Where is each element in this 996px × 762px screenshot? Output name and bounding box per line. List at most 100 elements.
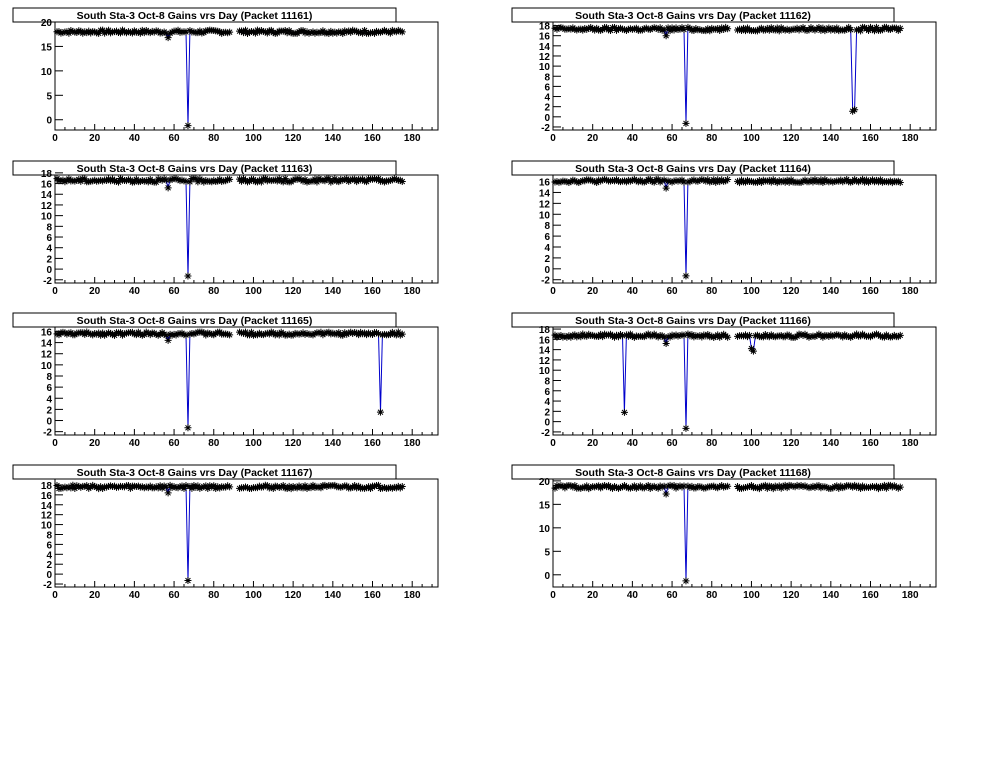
data-point xyxy=(243,29,251,37)
data-point xyxy=(160,175,168,183)
data-point xyxy=(329,329,337,337)
data-point xyxy=(660,176,668,184)
data-point xyxy=(384,177,392,185)
data-point xyxy=(99,177,107,185)
data-point xyxy=(206,482,214,490)
data-point xyxy=(575,179,583,187)
data-point xyxy=(166,29,174,37)
data-point xyxy=(779,482,787,490)
series-line xyxy=(56,177,403,277)
data-point xyxy=(57,484,65,492)
data-point xyxy=(380,484,388,492)
data-point xyxy=(676,332,684,340)
data-point xyxy=(759,482,767,490)
y-tick-label: 10 xyxy=(41,212,53,223)
data-point xyxy=(700,176,708,184)
data-point xyxy=(279,178,287,186)
x-tick-label: 40 xyxy=(129,133,141,144)
data-point xyxy=(170,483,178,491)
data-point xyxy=(658,177,666,185)
data-point xyxy=(394,328,402,336)
x-tick-label: 60 xyxy=(667,286,679,297)
data-point xyxy=(559,333,567,341)
data-point xyxy=(668,482,676,490)
y-tick-label: -2 xyxy=(43,276,52,287)
data-point xyxy=(611,177,619,185)
data-point xyxy=(809,25,817,33)
x-tick-label: 20 xyxy=(587,286,599,297)
data-point xyxy=(670,332,678,340)
data-point xyxy=(273,330,281,338)
data-point xyxy=(101,29,109,37)
data-point xyxy=(301,29,309,37)
data-point xyxy=(849,332,857,340)
data-point xyxy=(648,24,656,32)
data-point xyxy=(174,175,182,183)
data-point xyxy=(807,483,815,491)
y-tick-label: 5 xyxy=(46,91,52,102)
data-point xyxy=(664,482,672,490)
data-point xyxy=(851,106,859,114)
data-point xyxy=(749,347,757,355)
data-point xyxy=(785,26,793,34)
x-tick-label: 160 xyxy=(862,590,879,601)
data-point xyxy=(249,28,257,36)
y-tick-label: 4 xyxy=(46,394,52,405)
data-point xyxy=(224,29,232,37)
y-tick-label: 4 xyxy=(544,397,550,408)
data-point xyxy=(557,178,565,186)
x-tick-label: 120 xyxy=(783,438,800,449)
data-point xyxy=(160,28,168,36)
data-point xyxy=(672,177,680,185)
data-point xyxy=(369,28,377,36)
data-point xyxy=(152,178,160,186)
data-point xyxy=(666,177,674,185)
data-point xyxy=(255,482,263,490)
x-tick-label: 20 xyxy=(89,133,101,144)
data-point xyxy=(622,483,630,491)
data-point xyxy=(773,24,781,32)
data-point xyxy=(678,483,686,491)
data-point xyxy=(226,483,234,491)
data-point xyxy=(388,484,396,492)
data-point xyxy=(759,176,767,184)
data-point xyxy=(182,28,190,36)
data-point xyxy=(835,27,843,35)
data-point xyxy=(158,29,166,37)
data-point xyxy=(154,331,162,339)
x-tick-label: 180 xyxy=(902,438,919,449)
y-tick-label: 15 xyxy=(539,500,551,511)
data-point xyxy=(781,26,789,34)
data-point xyxy=(896,483,904,491)
data-point xyxy=(797,481,805,489)
data-point xyxy=(251,29,259,37)
x-tick-label: 100 xyxy=(245,590,262,601)
data-point xyxy=(724,333,732,341)
data-point xyxy=(819,179,827,187)
x-tick-label: 180 xyxy=(404,590,421,601)
data-point xyxy=(162,29,170,37)
data-point xyxy=(652,24,660,32)
data-point xyxy=(337,175,345,183)
data-point xyxy=(662,184,670,192)
series-line xyxy=(56,331,403,428)
data-point xyxy=(53,330,61,338)
data-point xyxy=(204,484,212,492)
data-point xyxy=(259,331,267,339)
data-point xyxy=(295,175,303,183)
y-tick-label: 14 xyxy=(41,190,53,201)
data-point xyxy=(63,484,71,492)
y-tick-label: 10 xyxy=(539,62,551,73)
data-point xyxy=(698,483,706,491)
data-point xyxy=(805,333,813,341)
x-tick-label: 0 xyxy=(52,438,58,449)
chart-title: South Sta-3 Oct-8 Gains vrs Day (Packet … xyxy=(77,10,313,22)
data-point xyxy=(75,482,83,490)
chart-title: South Sta-3 Oct-8 Gains vrs Day (Packet … xyxy=(575,163,811,175)
x-tick-label: 60 xyxy=(169,286,181,297)
y-tick-label: 14 xyxy=(539,42,551,53)
data-point xyxy=(210,482,218,490)
y-tick-label: 8 xyxy=(46,222,52,233)
data-point xyxy=(831,331,839,339)
x-tick-label: 0 xyxy=(52,286,58,297)
